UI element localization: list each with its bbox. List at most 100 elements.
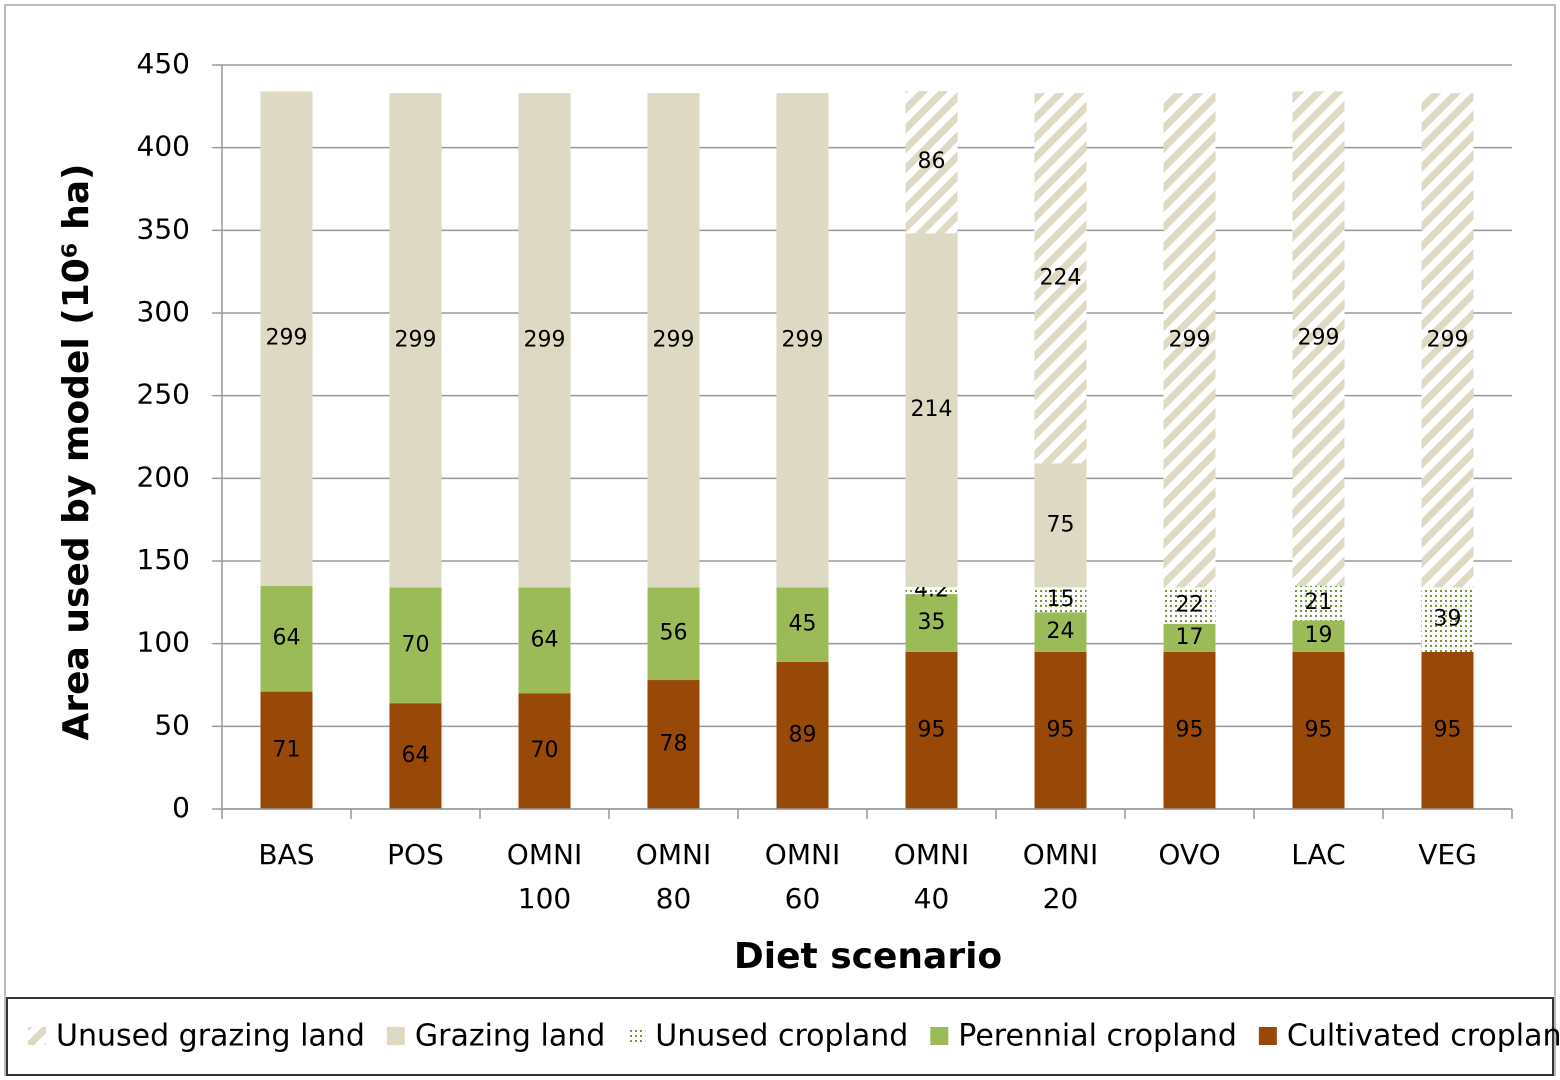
bar-segment bbox=[1034, 587, 1087, 613]
data-label: 95 bbox=[1176, 717, 1204, 742]
bar-segment bbox=[260, 585, 313, 692]
y-tick-label: 150 bbox=[137, 543, 190, 576]
data-label: 64 bbox=[402, 743, 430, 768]
bar-segment bbox=[1163, 93, 1216, 588]
y-tick-label: 350 bbox=[137, 212, 190, 245]
data-label: 224 bbox=[1040, 265, 1082, 290]
bar-segment bbox=[1034, 651, 1087, 809]
bar-segment bbox=[1034, 612, 1087, 652]
bar-segment bbox=[905, 651, 958, 809]
data-label: 39 bbox=[1434, 607, 1462, 632]
bar-segment bbox=[518, 693, 571, 809]
data-label: 24 bbox=[1047, 619, 1075, 644]
x-tick-label: VEG bbox=[1418, 838, 1477, 871]
data-label: 75 bbox=[1047, 512, 1075, 537]
bar-segment bbox=[647, 93, 700, 588]
y-tick-label: 100 bbox=[137, 626, 190, 659]
bar-segment bbox=[1163, 587, 1216, 624]
x-axis-title: Diet scenario bbox=[734, 936, 1002, 977]
bar-segment bbox=[1292, 651, 1345, 809]
data-label: 299 bbox=[1298, 326, 1340, 351]
bar-segment bbox=[905, 91, 958, 234]
data-label: 299 bbox=[266, 326, 308, 351]
legend-swatch bbox=[386, 1027, 405, 1045]
y-tick-label: 450 bbox=[137, 47, 190, 80]
bar-segment bbox=[776, 587, 829, 662]
data-label: 70 bbox=[531, 738, 559, 763]
x-tick-label: OMNI 20 bbox=[1023, 838, 1098, 915]
x-tick-label: OMNI 100 bbox=[507, 838, 582, 915]
bar-segment bbox=[1421, 93, 1474, 588]
data-label: 95 bbox=[1434, 717, 1462, 742]
x-tick-label: OMNI 60 bbox=[765, 838, 840, 915]
data-label: 71 bbox=[273, 737, 301, 762]
bar-segment bbox=[1421, 587, 1474, 652]
data-label: 22 bbox=[1176, 593, 1204, 618]
legend-label: Grazing land bbox=[415, 1019, 605, 1054]
bar-segment bbox=[389, 587, 442, 704]
bar-segment bbox=[905, 233, 958, 588]
data-label: 19 bbox=[1305, 623, 1333, 648]
y-tick-label: 200 bbox=[137, 460, 190, 493]
bar-segment bbox=[260, 691, 313, 809]
legend-box bbox=[6, 997, 1554, 1076]
bar-segment bbox=[518, 587, 571, 694]
x-tick-label: LAC bbox=[1291, 838, 1345, 871]
bar-segment bbox=[647, 680, 700, 809]
data-label: 86 bbox=[918, 149, 946, 174]
bar-segment bbox=[1163, 623, 1216, 652]
bar-segment bbox=[1421, 651, 1474, 809]
bar-segment bbox=[1034, 463, 1087, 588]
data-label: 95 bbox=[1047, 717, 1075, 742]
data-label: 78 bbox=[660, 732, 688, 757]
data-label: 35 bbox=[918, 610, 946, 635]
data-label: 299 bbox=[1427, 327, 1469, 352]
x-tick-label: BAS bbox=[258, 838, 314, 871]
x-tick-label: OVO bbox=[1158, 838, 1220, 871]
y-tick-label: 400 bbox=[137, 130, 190, 163]
bar-segment bbox=[905, 594, 958, 652]
data-label: 45 bbox=[789, 612, 817, 637]
bar-segment bbox=[389, 93, 442, 588]
bar-segment bbox=[905, 587, 958, 595]
legend-label: Perennial cropland bbox=[958, 1019, 1237, 1054]
data-label: 299 bbox=[653, 327, 695, 352]
bar-segment bbox=[260, 91, 313, 586]
x-tick-label: OMNI 40 bbox=[894, 838, 969, 915]
y-tick-label: 0 bbox=[172, 791, 190, 824]
y-tick-label: 50 bbox=[154, 708, 190, 741]
y-tick-label: 250 bbox=[137, 378, 190, 411]
bar-segment bbox=[1292, 585, 1345, 621]
data-label: 299 bbox=[782, 327, 824, 352]
data-label: 299 bbox=[395, 327, 437, 352]
legend-swatch bbox=[627, 1027, 646, 1045]
legend-swatch bbox=[930, 1027, 949, 1045]
data-label: 64 bbox=[531, 627, 559, 652]
y-axis-title: Area used by model (10⁶ ha) bbox=[56, 164, 97, 741]
data-label: 21 bbox=[1305, 590, 1333, 615]
data-label: 89 bbox=[789, 722, 817, 747]
legend-swatch bbox=[1258, 1027, 1277, 1045]
legend-swatch bbox=[28, 1027, 46, 1045]
data-label: 56 bbox=[660, 621, 688, 646]
data-label: 15 bbox=[1047, 587, 1075, 612]
legend-label: Unused grazing land bbox=[56, 1019, 365, 1054]
y-tick-label: 300 bbox=[137, 295, 190, 328]
data-label: 299 bbox=[1169, 327, 1211, 352]
legend-label: Unused cropland bbox=[655, 1019, 908, 1054]
legend: Unused grazing land Grazing land Unused cr… bbox=[28, 1019, 1560, 1054]
data-label: 214 bbox=[911, 397, 953, 422]
data-label: 95 bbox=[918, 717, 946, 742]
bar-segment bbox=[1163, 651, 1216, 809]
bar-segment bbox=[518, 93, 571, 588]
data-label: 64 bbox=[273, 626, 301, 651]
legend-label: Cultivated cropland bbox=[1287, 1019, 1560, 1054]
bar-segment bbox=[1292, 91, 1345, 586]
x-tick-label: OMNI 80 bbox=[636, 838, 711, 915]
data-label: 70 bbox=[402, 632, 430, 657]
bar-segment bbox=[776, 661, 829, 809]
bar-segment bbox=[1292, 620, 1345, 652]
data-label: 17 bbox=[1176, 625, 1204, 650]
bar-segment bbox=[1034, 93, 1087, 464]
